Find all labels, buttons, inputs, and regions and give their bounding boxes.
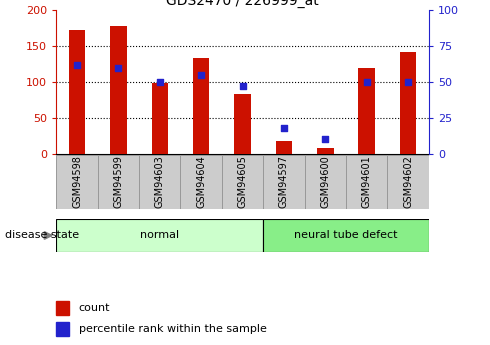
Point xyxy=(363,79,370,85)
Text: GSM94599: GSM94599 xyxy=(113,156,123,208)
Bar xyxy=(234,94,251,154)
Point xyxy=(239,83,246,89)
FancyBboxPatch shape xyxy=(56,219,263,252)
FancyBboxPatch shape xyxy=(56,155,98,209)
Text: GSM94601: GSM94601 xyxy=(362,156,372,208)
Point xyxy=(115,65,122,70)
Text: GSM94602: GSM94602 xyxy=(403,156,413,208)
Bar xyxy=(110,26,127,154)
Bar xyxy=(400,52,416,154)
FancyBboxPatch shape xyxy=(222,155,263,209)
Text: percentile rank within the sample: percentile rank within the sample xyxy=(79,324,267,334)
Point xyxy=(321,136,329,142)
FancyBboxPatch shape xyxy=(98,155,139,209)
Point xyxy=(73,62,81,68)
Bar xyxy=(317,148,334,154)
Bar xyxy=(56,301,70,315)
Text: GSM94597: GSM94597 xyxy=(279,156,289,208)
Bar xyxy=(56,322,70,336)
Text: disease state: disease state xyxy=(5,230,79,240)
Bar xyxy=(276,141,292,154)
FancyBboxPatch shape xyxy=(346,155,388,209)
Point xyxy=(280,125,288,130)
Text: neural tube defect: neural tube defect xyxy=(294,230,398,240)
Text: count: count xyxy=(79,303,110,313)
Point xyxy=(404,79,412,85)
Text: GSM94604: GSM94604 xyxy=(196,156,206,208)
FancyBboxPatch shape xyxy=(305,155,346,209)
FancyBboxPatch shape xyxy=(180,155,222,209)
Text: GSM94598: GSM94598 xyxy=(72,156,82,208)
Point xyxy=(197,72,205,78)
Text: GSM94603: GSM94603 xyxy=(155,156,165,208)
FancyBboxPatch shape xyxy=(388,155,429,209)
Bar xyxy=(193,58,209,154)
Bar xyxy=(358,68,375,154)
Point xyxy=(156,79,164,85)
Text: normal: normal xyxy=(140,230,179,240)
FancyBboxPatch shape xyxy=(139,155,180,209)
Title: GDS2470 / 226999_at: GDS2470 / 226999_at xyxy=(166,0,319,8)
Bar xyxy=(151,83,168,154)
FancyBboxPatch shape xyxy=(263,219,429,252)
Text: GSM94605: GSM94605 xyxy=(238,156,247,208)
FancyBboxPatch shape xyxy=(263,155,305,209)
Bar xyxy=(69,30,85,154)
Text: GSM94600: GSM94600 xyxy=(320,156,330,208)
